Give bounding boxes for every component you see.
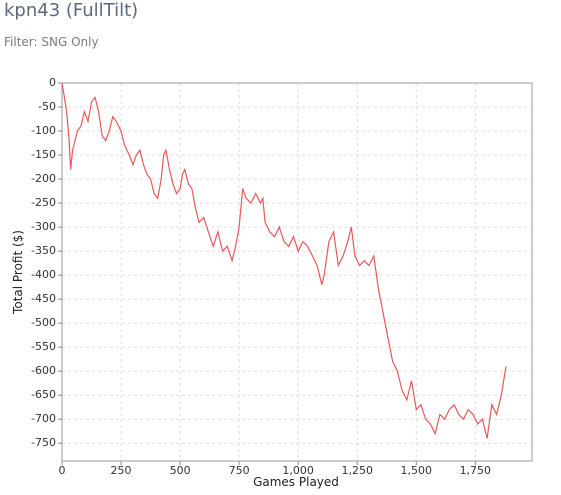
y-tick-label: -250 — [31, 196, 56, 209]
plot-frame — [61, 82, 533, 462]
x-tick-label: 1,000 — [282, 464, 314, 477]
x-axis-label: Games Played — [253, 475, 339, 489]
y-tick-label: -550 — [31, 340, 56, 353]
y-tick-label: -650 — [31, 388, 56, 401]
x-tick-label: 0 — [59, 464, 66, 477]
y-tick-label: -100 — [31, 124, 56, 137]
x-tick-label: 1,250 — [341, 464, 373, 477]
y-tick-label: -500 — [31, 316, 56, 329]
y-tick-label: -200 — [31, 172, 56, 185]
y-tick-label: -350 — [31, 244, 56, 257]
x-tick-label: 1,500 — [401, 464, 433, 477]
y-tick-label: 0 — [49, 76, 56, 89]
y-tick-label: -700 — [31, 412, 56, 425]
x-tick-label: 1,750 — [460, 464, 492, 477]
y-tick-label: -300 — [31, 220, 56, 233]
x-tick-label: 750 — [229, 464, 250, 477]
y-tick-label: -750 — [31, 436, 56, 449]
chart-subtitle: Filter: SNG Only — [4, 35, 99, 49]
x-tick-label: 500 — [170, 464, 191, 477]
y-axis-label: Total Profit ($) — [11, 230, 25, 315]
y-tick-label: -50 — [38, 100, 56, 113]
y-tick-label: -400 — [31, 268, 56, 281]
x-tick-label: 250 — [111, 464, 132, 477]
chart-title: kpn43 (FullTilt) — [4, 0, 138, 21]
line — [61, 82, 507, 439]
y-tick-label: -450 — [31, 292, 56, 305]
y-tick-label: -600 — [31, 364, 56, 377]
y-tick-label: -150 — [31, 148, 56, 161]
